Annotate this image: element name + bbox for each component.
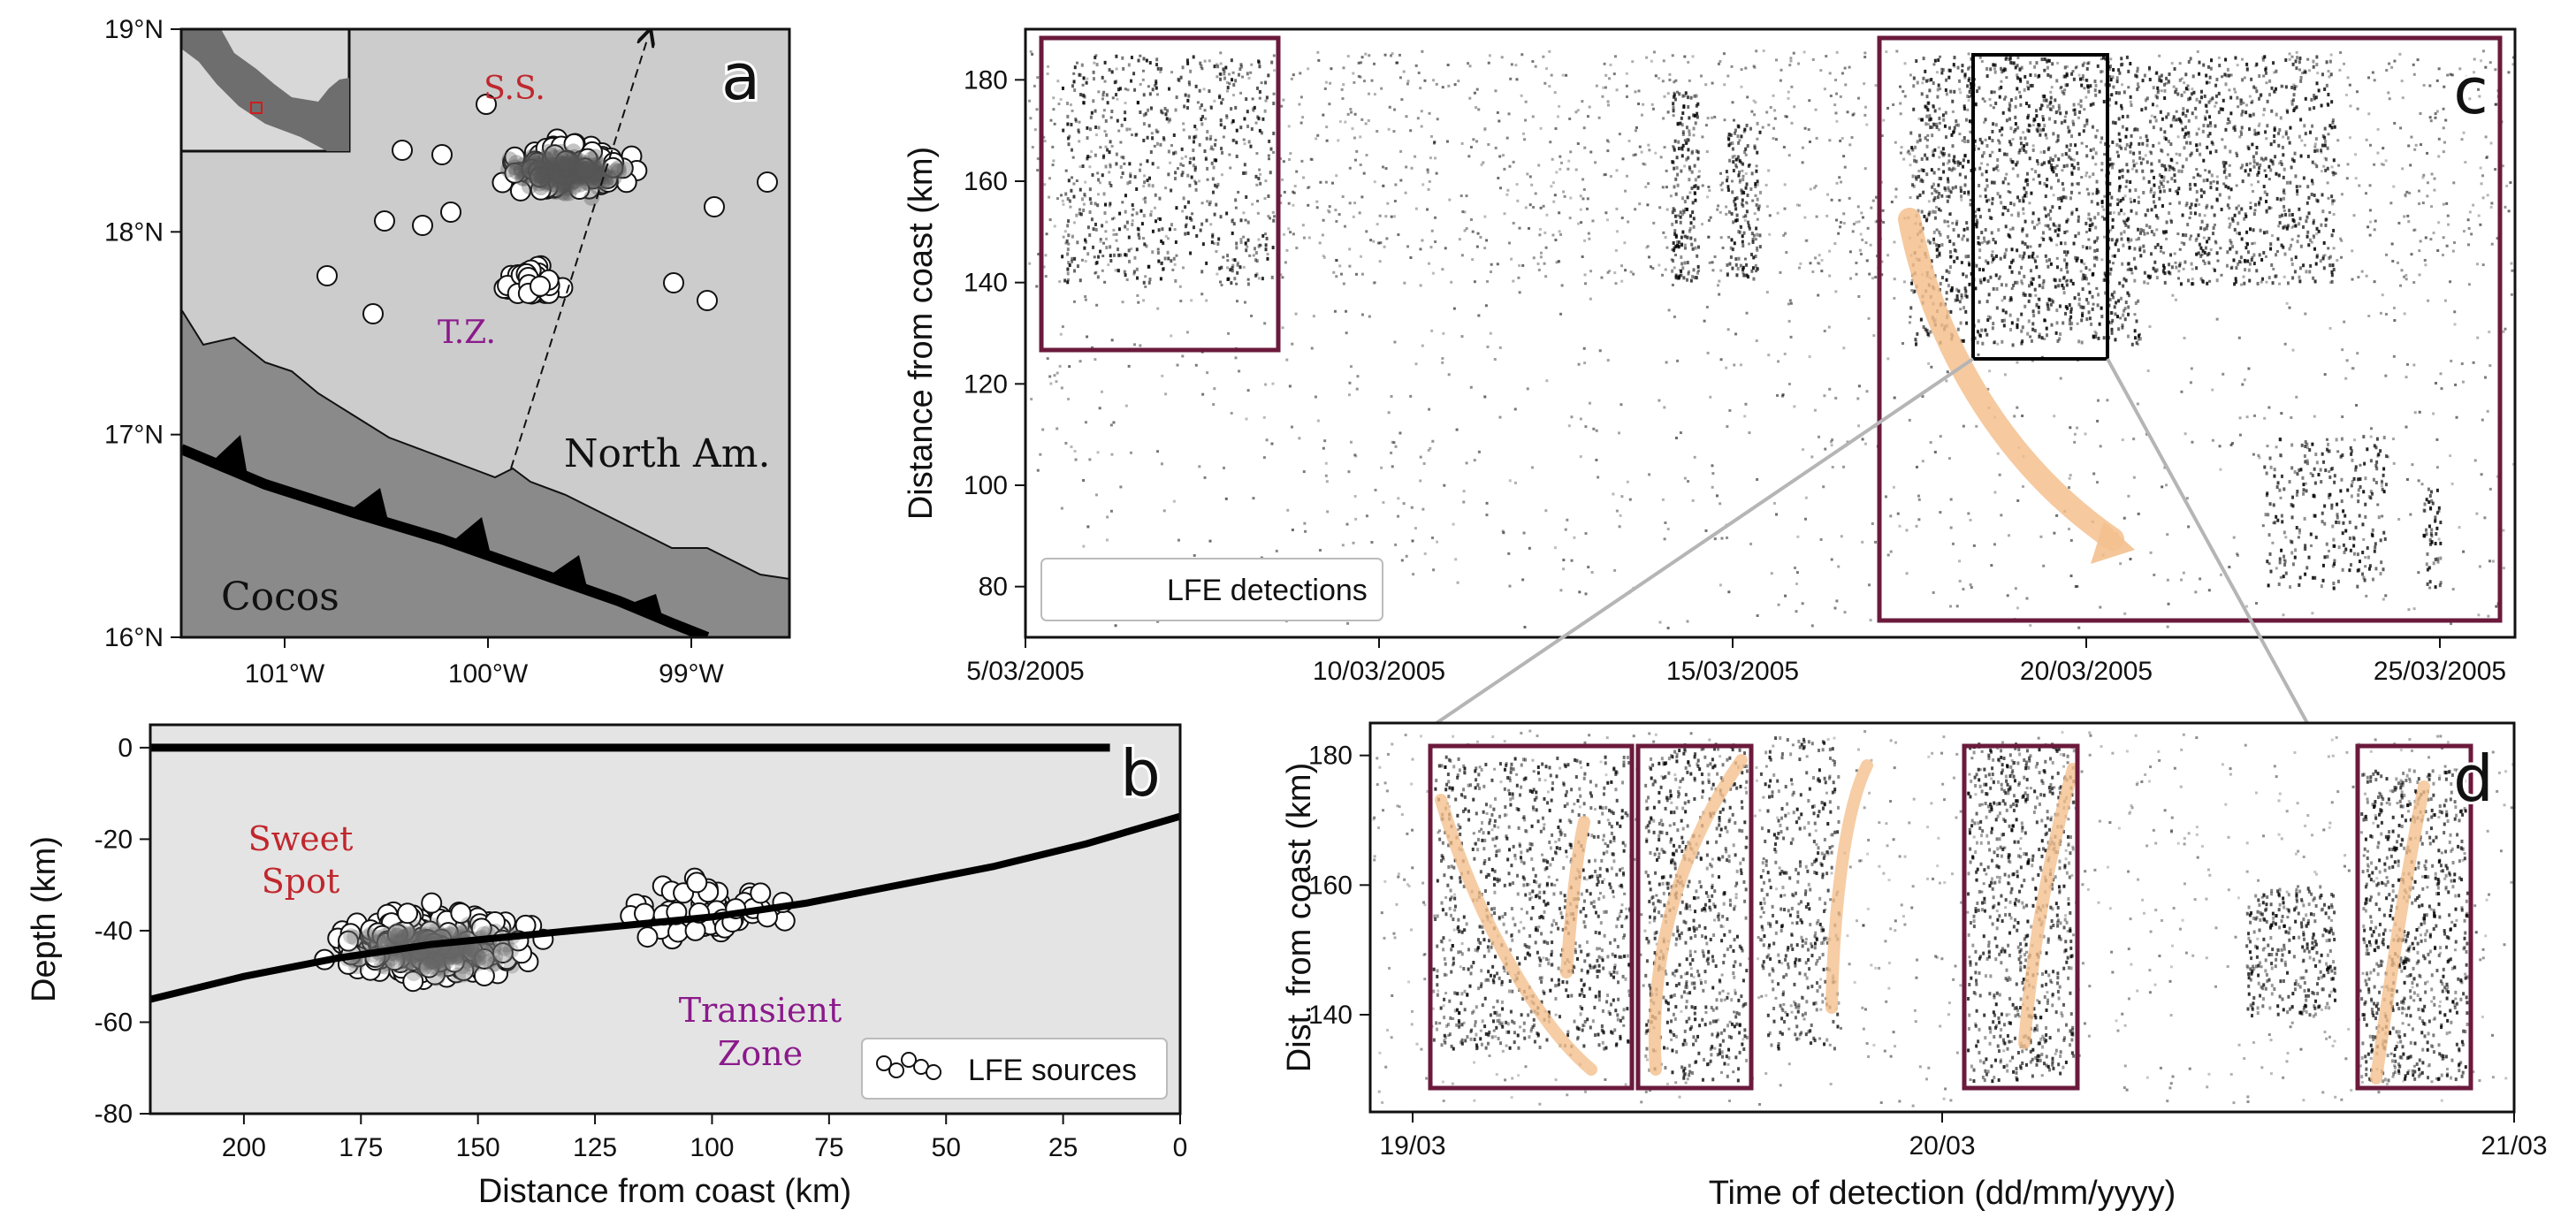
land-area — [181, 308, 789, 637]
tick-label: 10/03/2005 — [1313, 657, 1445, 686]
tick-label: 25 — [1048, 1133, 1078, 1162]
tick-label: -80 — [95, 1100, 133, 1129]
tick-label: 140 — [964, 269, 1008, 298]
profile-arrow — [510, 37, 648, 469]
tz-label: T.Z. — [438, 315, 496, 351]
tick-label: 150 — [456, 1133, 500, 1162]
tick-label: 18°N — [104, 217, 164, 247]
slab-interface-line — [150, 812, 1180, 1003]
tick-label: -60 — [95, 1008, 133, 1037]
tick-label: 101°W — [245, 659, 325, 689]
panel-b-cross-section: Sweet Spot Transient Zone LFE sources b … — [26, 723, 1187, 1210]
tick-label: 19/03 — [1379, 1131, 1445, 1161]
tick-label: 21/03 — [2481, 1131, 2547, 1161]
tick-label: 100 — [690, 1133, 734, 1162]
tick-label: 75 — [814, 1133, 843, 1162]
tick-label: 125 — [573, 1133, 617, 1162]
zoom-connector-left — [1435, 357, 1975, 725]
d-migration-arrows — [1435, 754, 2430, 1085]
panel-a-letter: a — [721, 40, 760, 114]
tick-label: 0 — [1173, 1133, 1188, 1162]
trench-line — [181, 444, 710, 637]
b-ylabel: Depth (km) — [26, 836, 63, 1002]
zoom-connector-right — [2106, 358, 2309, 724]
lat-ticks: 19°N 18°N 17°N 16°N — [104, 15, 181, 652]
legend-lfe-detections: LFE detections — [1040, 558, 1383, 621]
tick-label: 100 — [964, 471, 1008, 500]
trench-teeth — [212, 435, 663, 619]
d-x-ticks: 19/03 20/03 21/03 — [1379, 1112, 2548, 1161]
tick-label: 180 — [1308, 742, 1353, 771]
lon-ticks: 101°W 100°W 99°W — [245, 637, 725, 689]
sweet-spot-label-1: Sweet — [248, 819, 354, 858]
tick-label: 160 — [1308, 871, 1353, 900]
tick-label: 80 — [979, 573, 1008, 602]
d-ylabel: Dist. from coast (km) — [1281, 763, 1318, 1072]
c-ylabel: Distance from coast (km) — [903, 147, 940, 520]
c-y-ticks: 180 160 140 120 100 80 — [964, 65, 1025, 602]
panel-d-letter: d — [2453, 742, 2494, 816]
legend-lfe-sources-text: LFE sources — [968, 1054, 1137, 1087]
d-detection-bursts — [1432, 735, 2469, 1084]
tick-label: 25/03/2005 — [2374, 657, 2506, 686]
tick-label: 100°W — [448, 659, 529, 689]
tick-label: 180 — [964, 65, 1008, 95]
sweet-spot-label-2: Spot — [262, 862, 340, 901]
tick-label: 19°N — [104, 15, 164, 44]
transient-zone-label-2: Zone — [718, 1034, 803, 1073]
tick-label: 99°W — [659, 659, 724, 689]
tick-label: 0 — [118, 734, 133, 763]
c-highlight-boxes — [1039, 35, 2503, 623]
legend-lfe-sources: LFE sources — [861, 1038, 1168, 1100]
b-y-ticks: 0 -20 -40 -60 -80 — [95, 734, 150, 1129]
panel-c-timeseries: LFE detections c 5/03/2005 10/03/2005 15/0… — [903, 27, 2517, 686]
inset-map — [179, 27, 351, 153]
tick-label: 140 — [1308, 1001, 1353, 1030]
tick-label: 16°N — [104, 623, 164, 652]
panel-a-map: S.S. T.Z. North Am. Cocos a 19°N 18°N 17°N… — [104, 15, 791, 689]
tick-label: 15/03/2005 — [1666, 657, 1799, 686]
tick-label: 5/03/2005 — [966, 657, 1084, 686]
tick-label: 17°N — [104, 421, 164, 450]
tick-label: -20 — [95, 825, 133, 854]
panel-c-letter: c — [2453, 54, 2488, 128]
tick-label: -40 — [95, 917, 133, 946]
panel-d-zoom: d 19/03 20/03 21/03 180 160 140 Time of dete… — [1281, 721, 2548, 1212]
c-detection-bursts — [1061, 54, 2443, 590]
migration-arrow-c — [1898, 208, 2124, 551]
d-xlabel: Time of detection (dd/mm/yyyy) — [1709, 1175, 2176, 1212]
c-zoom-box — [1971, 53, 2109, 361]
d-highlight-boxes — [1428, 743, 2473, 1091]
tick-label: 175 — [339, 1133, 383, 1162]
tick-label: 50 — [932, 1133, 961, 1162]
tick-label: 20/03/2005 — [2020, 657, 2153, 686]
b-x-ticks: 200 175 150 125 100 75 50 25 0 — [222, 1114, 1187, 1162]
b-xlabel: Distance from coast (km) — [478, 1173, 851, 1210]
tick-label: 120 — [964, 369, 1008, 399]
c-x-ticks: 5/03/2005 10/03/2005 15/03/2005 20/03/2005 2… — [966, 637, 2506, 686]
tick-label: 20/03 — [1909, 1131, 1975, 1161]
d-y-ticks: 180 160 140 — [1308, 742, 1370, 1030]
cocos-label: Cocos — [221, 575, 339, 620]
north-am-label: North Am. — [564, 431, 771, 476]
transient-zone-label-1: Transient — [679, 991, 842, 1030]
ss-label: S.S. — [484, 71, 545, 107]
legend-lfe-detections-text: LFE detections — [1167, 574, 1368, 607]
panel-b-letter: b — [1120, 736, 1161, 811]
tick-label: 200 — [222, 1133, 266, 1162]
tick-label: 160 — [964, 167, 1008, 196]
